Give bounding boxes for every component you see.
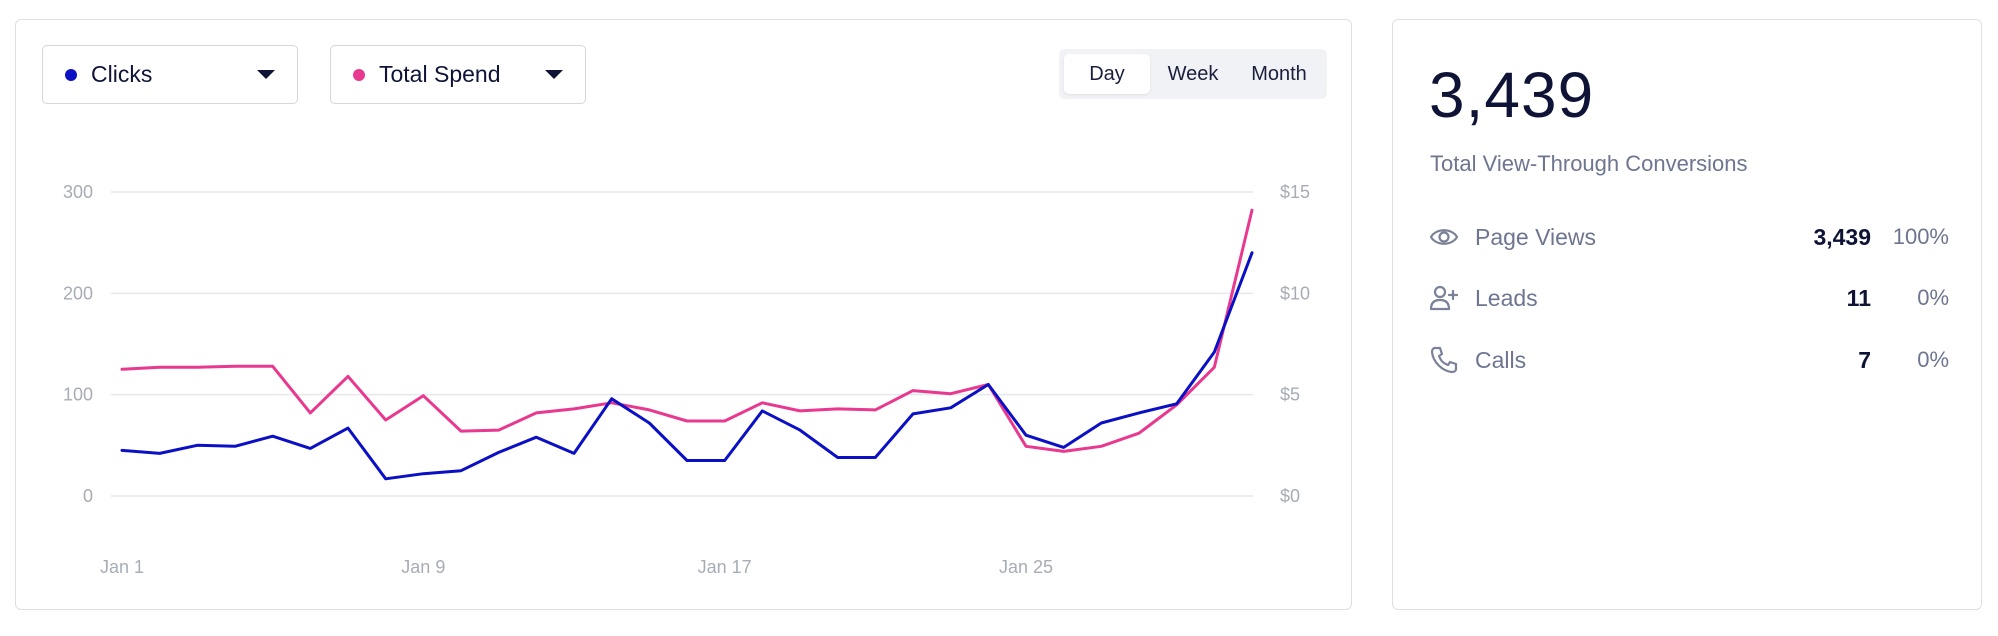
spend-select-label: Total Spend [379,61,501,87]
spend-metric-select[interactable]: Total Spend [330,45,586,104]
clicks-metric-select[interactable]: Clicks [42,45,298,104]
period-month-button[interactable]: Month [1251,62,1307,85]
stat-name: Page Views [1475,223,1597,250]
stat-percent: 0% [1917,347,1949,372]
left-axis-tick-label: 300 [63,182,93,202]
right-axis-tick-label: $5 [1280,385,1300,405]
x-axis-tick-label: Jan 9 [401,557,445,577]
stat-name: Calls [1475,346,1527,373]
right-axis-tick-label: $10 [1280,283,1310,303]
spend-series-line [120,208,1254,453]
period-week-button[interactable]: Week [1167,62,1219,85]
left-axis-tick-label: 200 [63,283,93,303]
stat-value: 3,439 [1813,223,1871,250]
left-axis-tick-label: 0 [83,486,93,506]
stat-name: Leads [1475,284,1538,311]
x-axis-tick-label: Jan 1 [100,557,144,577]
period-toggle: Day Week Month [1059,49,1327,99]
total-conversions-value: 3,439 [1429,59,1595,131]
chart-card: Clicks Total Spend Day Week Month 0 100 20… [15,19,1352,610]
x-axis-tick-label: Jan 25 [999,557,1053,577]
chevron-down-icon [257,70,275,79]
x-axis-tick-label: Jan 17 [698,557,752,577]
stat-row-calls: Calls 7 0% [1429,340,1949,380]
stat-row-page-views: Page Views 3,439 100% [1429,217,1949,257]
stat-percent: 0% [1917,285,1949,310]
clicks-series-line [120,251,1254,481]
clicks-select-label: Clicks [91,61,153,87]
user-plus-icon [1429,283,1459,313]
phone-icon [1429,345,1459,375]
stat-value: 11 [1846,284,1871,311]
stat-percent: 100% [1892,224,1949,249]
stat-value: 7 [1858,346,1871,373]
eye-icon [1429,222,1459,252]
chevron-down-icon [545,70,563,79]
stat-row-leads: Leads 11 0% [1429,278,1949,318]
clicks-legend-dot [65,68,77,81]
right-axis-tick-label: $15 [1280,182,1310,202]
spend-legend-dot [353,68,365,81]
line-chart: 0 100 200 300 $0 $5 $10 $15 Jan 1 Jan 9 Jan 17 Ja… [63,182,1310,577]
conversions-summary-card: 3,439 Total View-Through Conversions Pag… [1392,19,1982,610]
left-axis-tick-label: 100 [63,385,93,405]
right-axis-tick-label: $0 [1280,486,1300,506]
period-day-button[interactable]: Day [1064,54,1150,94]
total-conversions-label: Total View-Through Conversions [1430,151,1748,176]
